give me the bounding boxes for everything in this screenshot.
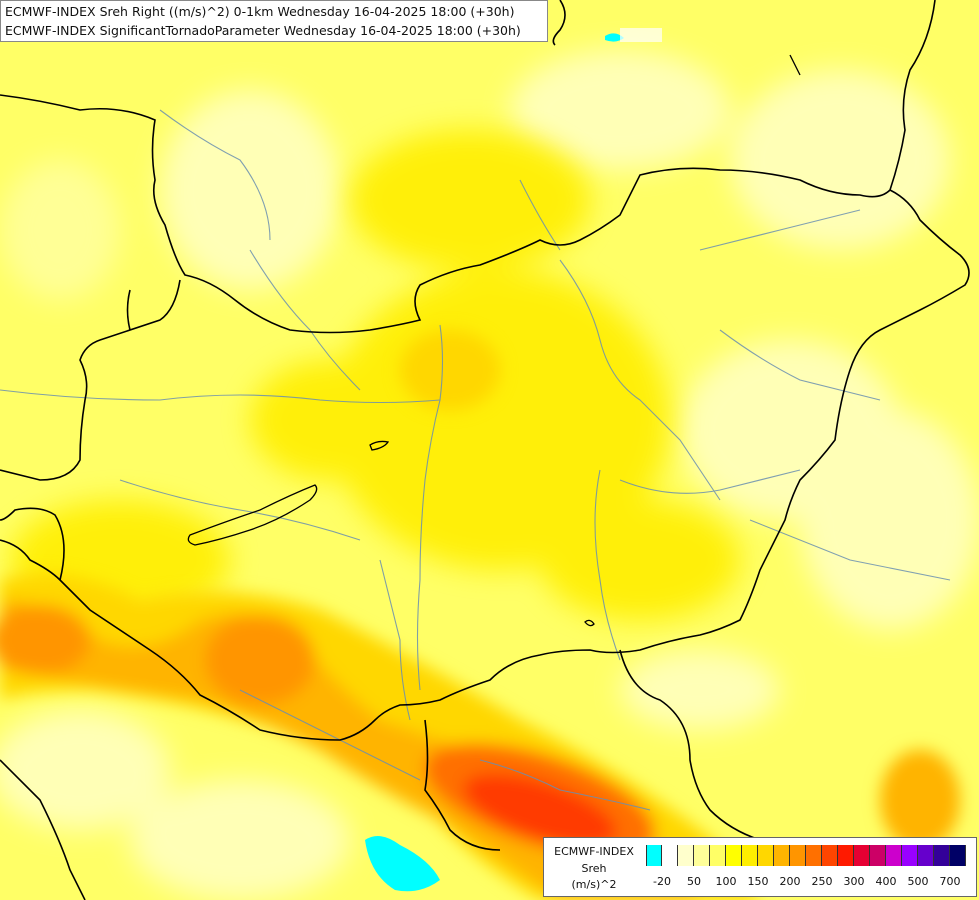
- legend-swatch: [774, 845, 790, 866]
- map-title-line-1: ECMWF-INDEX Sreh Right ((m/s)^2) 0-1km W…: [5, 4, 515, 19]
- lakes: [187, 54, 801, 627]
- legend-swatch: [854, 845, 870, 866]
- legend-swatch: [950, 845, 966, 866]
- legend-tick-label: -20: [653, 875, 671, 888]
- negative-sreh-areas: [365, 28, 662, 892]
- legend-swatch: [886, 845, 902, 866]
- legend-tick-label: 300: [843, 875, 865, 888]
- legend-swatch: [742, 845, 758, 866]
- legend-tick-label: 200: [779, 875, 801, 888]
- color-legend: ECMWF-INDEX Sreh (m/s)^2 -20 50 100 150 200 2…: [543, 837, 977, 897]
- legend-swatch: [918, 845, 934, 866]
- legend-swatch: [806, 845, 822, 866]
- legend-tick-label: 50: [687, 875, 701, 888]
- legend-units: (m/s)^2: [571, 878, 617, 891]
- legend-swatch: [710, 845, 726, 866]
- legend-swatch: [790, 845, 806, 866]
- legend-swatch: [662, 845, 678, 866]
- legend-tick-label: 250: [811, 875, 833, 888]
- map-title-box: ECMWF-INDEX Sreh Right ((m/s)^2) 0-1km W…: [0, 0, 548, 42]
- legend-title-line-2: Sreh: [581, 862, 607, 875]
- legend-color-scale: [646, 845, 966, 866]
- mid-sreh-areas: [10, 130, 740, 620]
- legend-swatch: [678, 845, 694, 866]
- legend-tick-label: 500: [907, 875, 929, 888]
- legend-tick-label: 150: [747, 875, 769, 888]
- legend-swatch: [694, 845, 710, 866]
- legend-tick-labels: -20 50 100 150 200 250 300 400 500 700: [646, 875, 976, 889]
- legend-swatch: [870, 845, 886, 866]
- legend-swatch: [902, 845, 918, 866]
- legend-title-line-1: ECMWF-INDEX: [554, 845, 634, 858]
- legend-tick-label: 100: [715, 875, 737, 888]
- map-title-line-2: ECMWF-INDEX SignificantTornadoParameter …: [5, 23, 521, 38]
- legend-tick-label: 700: [939, 875, 961, 888]
- legend-swatch: [838, 845, 854, 866]
- legend-swatch: [934, 845, 950, 866]
- legend-swatch: [758, 845, 774, 866]
- high-sreh-areas: [0, 330, 960, 900]
- legend-swatch: [726, 845, 742, 866]
- low-sreh-areas: [0, 50, 979, 900]
- legend-tick-label: 400: [875, 875, 897, 888]
- legend-swatch: [646, 845, 662, 866]
- legend-swatch: [822, 845, 838, 866]
